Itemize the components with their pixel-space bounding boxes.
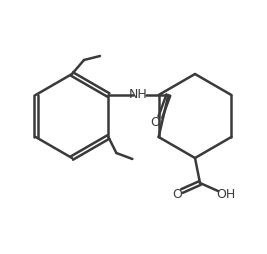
Text: O: O <box>150 117 160 130</box>
Text: OH: OH <box>216 187 235 200</box>
Text: NH: NH <box>129 88 148 102</box>
Text: O: O <box>172 188 182 201</box>
